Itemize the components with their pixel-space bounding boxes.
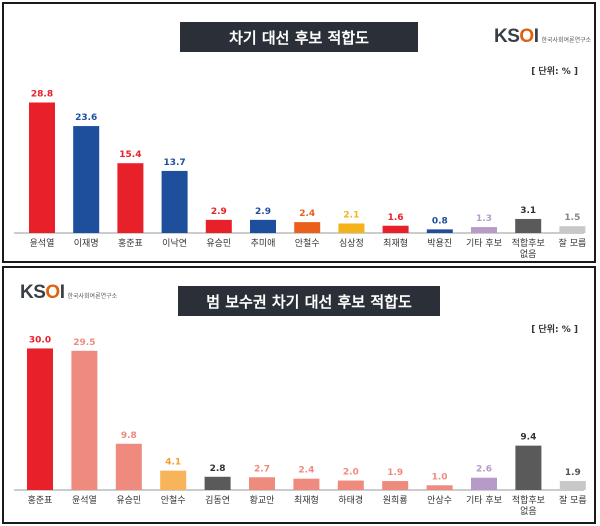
bar-12 (559, 481, 586, 490)
category-label-6: 최재형 (294, 495, 319, 506)
bar-10 (471, 477, 497, 490)
value-label-12: 1.5 (564, 213, 580, 223)
bar-4 (205, 219, 232, 233)
value-label-6: 2.4 (299, 209, 315, 219)
category-label-9: 안상수 (427, 495, 452, 506)
logo-mark: KSOI (494, 26, 539, 47)
category-label-1: 윤석열 (72, 495, 97, 506)
value-label-7: 2.1 (343, 210, 359, 220)
value-label-4: 2.9 (211, 207, 227, 217)
value-label-10: 1.3 (476, 214, 492, 224)
bar-3 (161, 170, 188, 233)
value-label-11: 9.4 (520, 433, 536, 443)
bar-11 (515, 218, 542, 233)
unit-label: [ 단위: % ] (531, 325, 578, 335)
bar-5 (249, 477, 275, 490)
category-label-7: 심상정 (339, 238, 364, 249)
category-label-3: 안철수 (161, 495, 186, 506)
bar-12 (559, 226, 586, 233)
category-label-12: 잘 모름 (559, 494, 587, 506)
chart-panel-2: 범 보수권 차기 대선 후보 적합도 KSOI 한국사회여론연구소 [ 단위: … (2, 266, 596, 524)
logo-subtitle: 한국사회여론연구소 (67, 293, 118, 300)
value-label-0: 28.8 (31, 90, 53, 100)
bar-11 (515, 445, 542, 490)
bar-8 (382, 225, 409, 233)
value-label-7: 2.0 (343, 468, 359, 478)
category-label-5: 황교안 (250, 495, 275, 506)
value-label-9: 0.8 (432, 216, 448, 226)
category-label-2: 홍준표 (118, 237, 143, 249)
bar-6 (293, 478, 320, 490)
category-label-4: 유승민 (206, 238, 231, 249)
bar-5 (250, 219, 276, 233)
category-label-10: 기타 후보 (466, 495, 502, 506)
bar-chart-1: 28.8 윤석열 23.6 이재명 15.4 홍준표 13.7 이낙연 2.9 유승민 2.9 추미애… (14, 90, 587, 260)
chart-title: 범 보수권 차기 대선 후보 적합도 (178, 286, 440, 316)
bar-10 (471, 227, 497, 233)
bar-9 (426, 229, 453, 233)
category-label-0: 홍준표 (28, 494, 53, 506)
chart-title: 차기 대선 후보 적합도 (180, 22, 418, 52)
category-label-11: 없음 (520, 249, 537, 260)
bar-2 (115, 443, 142, 490)
unit-label: [ 단위: % ] (531, 67, 578, 77)
bar-1 (71, 350, 98, 490)
bar-0 (27, 348, 53, 490)
bar-0 (29, 102, 55, 233)
value-label-10: 2.6 (476, 465, 492, 475)
category-label-11: 적합후보 (512, 237, 545, 249)
bar-8 (382, 481, 409, 490)
value-label-4: 2.8 (210, 464, 226, 474)
bar-3 (160, 470, 187, 490)
category-label-10: 기타 후보 (466, 238, 502, 249)
value-label-8: 1.9 (387, 468, 403, 478)
bar-6 (294, 222, 321, 233)
value-label-1: 29.5 (73, 338, 95, 348)
category-label-11: 없음 (520, 506, 537, 517)
category-label-0: 윤석열 (30, 238, 55, 249)
logo-mark: KSOI (20, 282, 65, 303)
ksoi-logo: KSOI 한국사회여론연구소 (494, 26, 592, 47)
value-label-2: 9.8 (121, 431, 137, 441)
category-label-11: 적합후보 (512, 494, 545, 506)
value-label-6: 2.4 (298, 466, 314, 476)
logo-subtitle: 한국사회여론연구소 (541, 37, 592, 44)
value-label-9: 1.0 (432, 472, 448, 482)
category-label-9: 박용진 (427, 238, 452, 249)
category-label-8: 최재형 (383, 238, 408, 249)
category-label-1: 이재명 (74, 238, 99, 249)
category-label-12: 잘 모름 (559, 237, 587, 249)
value-label-0: 30.0 (29, 335, 51, 345)
bar-4 (204, 476, 231, 490)
value-label-2: 15.4 (119, 150, 141, 160)
value-label-5: 2.7 (254, 464, 270, 474)
category-label-7: 하태경 (338, 494, 363, 506)
bar-chart-2: 30.0 홍준표 29.5 윤석열 9.8 유승민 4.1 안철수 2.8 김동연 2.7 황교안 2.… (14, 335, 587, 517)
value-label-12: 1.9 (565, 468, 581, 478)
bar-9 (426, 485, 453, 490)
chart-panel-1: 차기 대선 후보 적합도 KSOI 한국사회여론연구소 [ 단위: % ] 28… (2, 2, 596, 263)
value-label-11: 3.1 (520, 206, 536, 216)
category-label-3: 이낙연 (162, 238, 187, 249)
bar-7 (337, 480, 364, 490)
value-label-3: 13.7 (163, 158, 185, 168)
bar-1 (73, 126, 100, 233)
value-label-3: 4.1 (165, 458, 181, 468)
bar-7 (338, 223, 365, 233)
value-label-5: 2.9 (255, 207, 271, 217)
category-label-8: 원희룡 (383, 494, 408, 506)
category-label-2: 유승민 (116, 495, 141, 506)
value-label-8: 1.6 (388, 213, 404, 223)
ksoi-logo: KSOI 한국사회여론연구소 (20, 282, 118, 303)
category-label-4: 김동연 (205, 494, 230, 506)
value-label-1: 23.6 (75, 113, 97, 123)
category-label-6: 안철수 (295, 238, 320, 249)
bar-2 (117, 163, 144, 233)
category-label-5: 추미애 (251, 238, 276, 249)
